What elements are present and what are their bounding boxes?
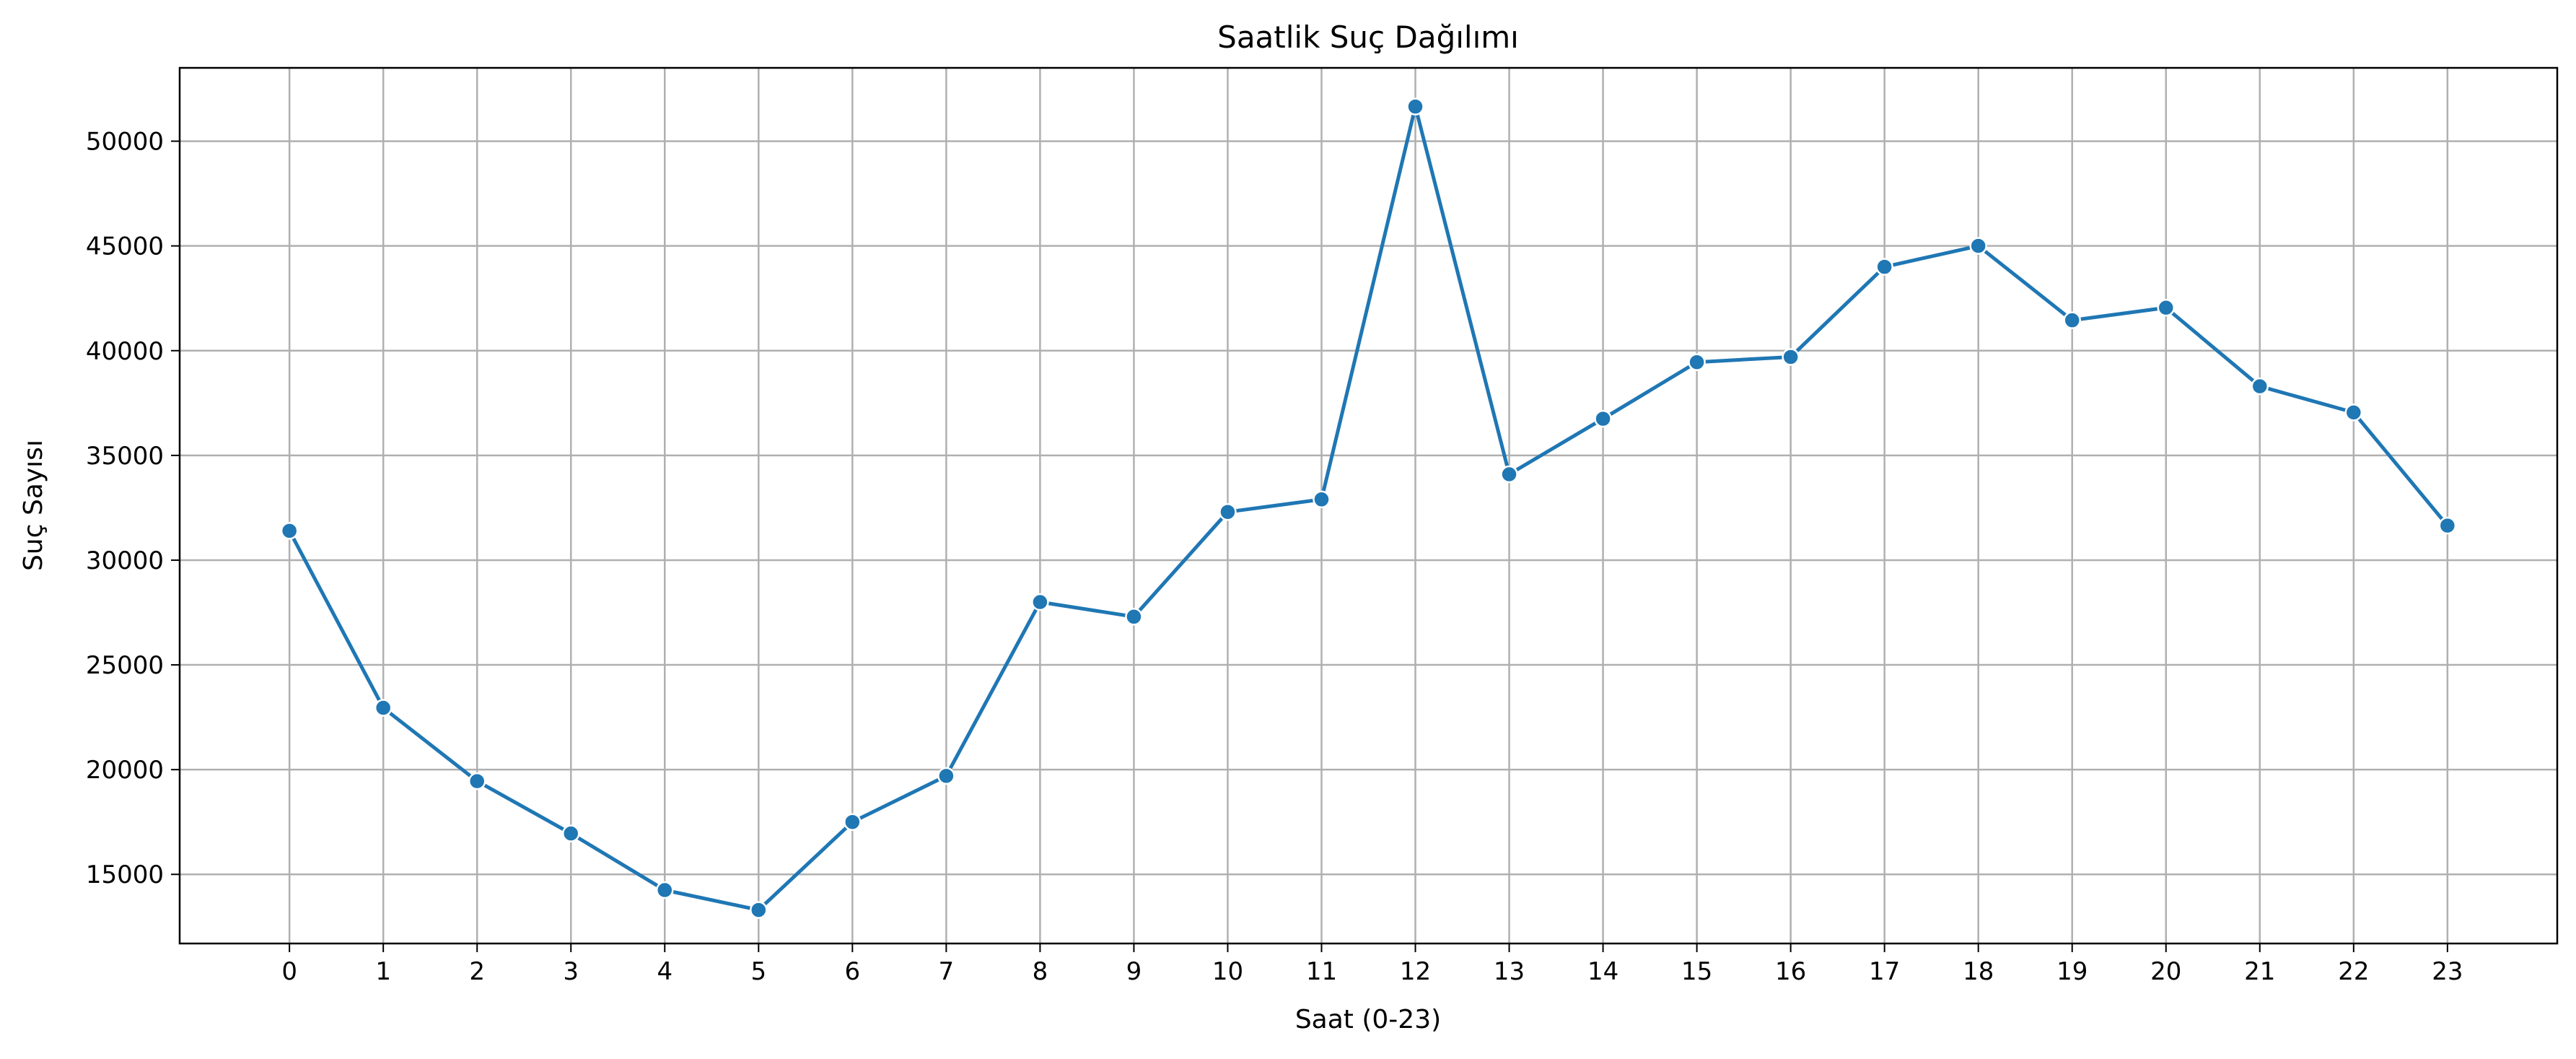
x-tick-label: 5 <box>750 957 766 986</box>
data-point <box>2157 299 2176 317</box>
grid <box>180 68 2557 943</box>
x-tick-label: 12 <box>1400 957 1431 986</box>
data-point <box>2063 311 2081 329</box>
x-tick-label: 15 <box>1681 957 1712 986</box>
x-tick-label: 21 <box>2244 957 2275 986</box>
data-point <box>844 813 862 831</box>
y-axis-label: Suç Sayısı <box>19 440 48 571</box>
data-point <box>1219 502 1237 521</box>
data-point <box>561 824 580 842</box>
x-axis-ticks: 0 1 2 3 4 5 6 7 8 9 10 11 12 13 14 15 16 17 18 19 20 21 22 23 <box>281 943 2463 986</box>
x-tick-label: 3 <box>563 957 579 986</box>
data-point <box>374 699 393 717</box>
data-point <box>1500 465 1518 484</box>
data-point <box>2438 516 2457 535</box>
data-point <box>1313 490 1331 509</box>
x-tick-label: 10 <box>1212 957 1243 986</box>
x-tick-label: 9 <box>1126 957 1142 986</box>
data-point <box>1125 608 1143 626</box>
y-tick-label: 15000 <box>86 860 164 889</box>
x-tick-label: 17 <box>1869 957 1900 986</box>
series-line <box>287 105 2449 912</box>
data-point <box>2344 404 2363 422</box>
x-tick-label: 13 <box>1494 957 1525 986</box>
x-tick-label: 2 <box>469 957 485 986</box>
y-tick-label: 25000 <box>86 651 164 680</box>
y-tick-label: 30000 <box>86 546 164 575</box>
x-tick-label: 19 <box>2056 957 2087 986</box>
x-tick-label: 6 <box>845 957 861 986</box>
y-tick-label: 45000 <box>86 232 164 261</box>
data-point <box>468 772 486 790</box>
data-point <box>1031 593 1049 611</box>
x-tick-label: 16 <box>1775 957 1806 986</box>
data-point <box>656 881 674 899</box>
data-point <box>2251 377 2269 396</box>
y-tick-label: 35000 <box>86 442 164 471</box>
x-tick-label: 1 <box>375 957 391 986</box>
data-point <box>1594 409 1612 428</box>
series-layer <box>280 97 2457 919</box>
x-tick-label: 23 <box>2432 957 2463 986</box>
data-point <box>1688 353 1706 371</box>
data-point <box>1969 237 1987 255</box>
x-tick-label: 7 <box>939 957 955 986</box>
x-axis-label: Saat (0-23) <box>1295 1005 1441 1034</box>
data-point <box>1782 348 1800 366</box>
data-point <box>750 901 768 919</box>
data-point <box>1406 97 1424 116</box>
x-tick-label: 22 <box>2338 957 2369 986</box>
x-tick-label: 20 <box>2150 957 2181 986</box>
data-point <box>280 522 299 540</box>
chart-title: Saatlik Suç Dağılımı <box>1217 19 1519 55</box>
plot-frame <box>178 66 2559 945</box>
y-tick-label: 20000 <box>86 756 164 785</box>
x-tick-label: 14 <box>1587 957 1618 986</box>
data-point <box>1875 258 1893 276</box>
data-point <box>937 767 955 785</box>
x-tick-label: 4 <box>657 957 673 986</box>
y-tick-label: 50000 <box>86 128 164 157</box>
y-tick-label: 40000 <box>86 337 164 366</box>
x-tick-label: 18 <box>1963 957 1994 986</box>
y-axis-ticks: 15000 20000 25000 30000 35000 40000 45000 50000 <box>86 128 180 889</box>
x-tick-label: 0 <box>281 957 297 986</box>
x-tick-label: 8 <box>1033 957 1048 986</box>
x-tick-label: 11 <box>1306 957 1337 986</box>
